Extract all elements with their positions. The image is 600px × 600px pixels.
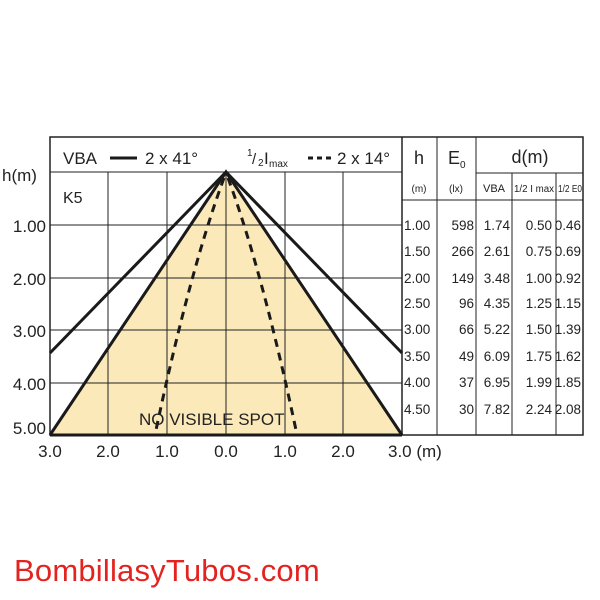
table-cell: 1.39 [555,322,581,337]
y-tick: 4.00 [13,375,46,394]
table-cell: 5.22 [484,322,510,337]
half-imax-dashed-line-right [226,177,298,431]
table-cell: 1.62 [555,349,581,364]
table-cell: 4.35 [484,296,510,311]
table-cell: 1.15 [555,296,581,311]
table-cell: 0.92 [555,271,581,286]
y-tick: 1.00 [13,217,46,236]
table-cell: 149 [451,271,474,286]
table-rows: 1.00 598 1.74 0.50 0.46 1.50 266 2.61 0.75 0.69 2.… [404,218,581,417]
table-cell: 598 [451,218,474,233]
table-cell: 1.00 [526,271,552,286]
x-tick: 3.0 [38,442,62,461]
table-cell: 2.50 [404,296,430,311]
table-cell: 0.75 [526,244,552,259]
table-cell: 2.08 [555,402,581,417]
site-watermark: BombillasyTubos.com [14,553,320,588]
x-tick: 2.0 [96,442,120,461]
table-cell: 1.85 [555,375,581,390]
table-col-half-imax: 1/2 I max [514,184,554,195]
table-cell: 1.25 [526,296,552,311]
legend-i-label: I [264,149,269,168]
table-cell: 7.82 [484,402,510,417]
legend-vba-label: VBA [63,149,98,168]
y-tick: 5.00 [13,419,46,438]
table-cell: 1.99 [526,375,552,390]
cone-edge-line [48,169,404,436]
no-visible-spot-note: NO VISIBLE SPOT [139,410,285,429]
legend-half-sub: 2 [258,158,264,169]
table-unit-e0: (lx) [449,184,463,195]
table-cell: 0.50 [526,218,552,233]
model-label: K5 [63,190,83,207]
half-imax-dashed-line-left [154,177,226,431]
table-cell: 1.50 [526,322,552,337]
table-cell: 6.09 [484,349,510,364]
legend-max-sub: max [269,159,288,170]
x-tick: 3.0 (m) [388,442,442,461]
table-cell: 3.50 [404,349,430,364]
table-cell: 0.69 [555,244,581,259]
table-cell: 4.00 [404,375,430,390]
legend-half-imax-angle: 2 x 14° [337,149,390,168]
table-cell: 1.00 [404,218,430,233]
table-header-e0-sub: 0 [460,160,466,171]
table-cell: 266 [451,244,474,259]
x-tick: 1.0 [273,442,297,461]
table-cell: 3.00 [404,322,430,337]
table-unit-h: (m) [412,184,427,195]
table-cell: 1.75 [526,349,552,364]
x-tick: 1.0 [155,442,179,461]
table-cell: 66 [459,322,474,337]
table-cell: 37 [459,375,474,390]
y-tick: 2.00 [13,270,46,289]
y-tick: 3.00 [13,322,46,341]
legend-half-slash: / [252,151,257,168]
table-cell: 0.46 [555,218,581,233]
table-cell: 2.61 [484,244,510,259]
table-cell: 2.00 [404,271,430,286]
table-header-d: d(m) [512,147,549,167]
table-cell: 30 [459,402,474,417]
table-header-h: h [414,148,424,168]
table-col-half-e0: 1/2 E0 [558,184,582,195]
grid [50,137,583,435]
table-col-vba: VBA [483,183,506,195]
y-axis-title: h(m) [2,166,37,185]
table-header-e0: E [448,148,460,168]
table-cell: 1.74 [484,218,511,233]
x-tick: 0.0 [214,442,238,461]
table-cell: 96 [459,296,474,311]
table-cell: 2.24 [526,402,553,417]
table-cell: 6.95 [484,375,510,390]
legend-half-num: 1 [247,148,253,159]
x-axis-ticks: 3.0 2.0 1.0 0.0 1.0 2.0 3.0 (m) [38,442,442,461]
x-tick: 2.0 [331,442,355,461]
legend-vba-angle: 2 x 41° [145,149,198,168]
table-cell: 1.50 [404,244,430,259]
table-cell: 49 [459,349,474,364]
y-axis-ticks: 1.00 2.00 3.00 4.00 5.00 [13,217,46,438]
table-cell: 3.48 [484,271,510,286]
table-cell: 4.50 [404,402,430,417]
